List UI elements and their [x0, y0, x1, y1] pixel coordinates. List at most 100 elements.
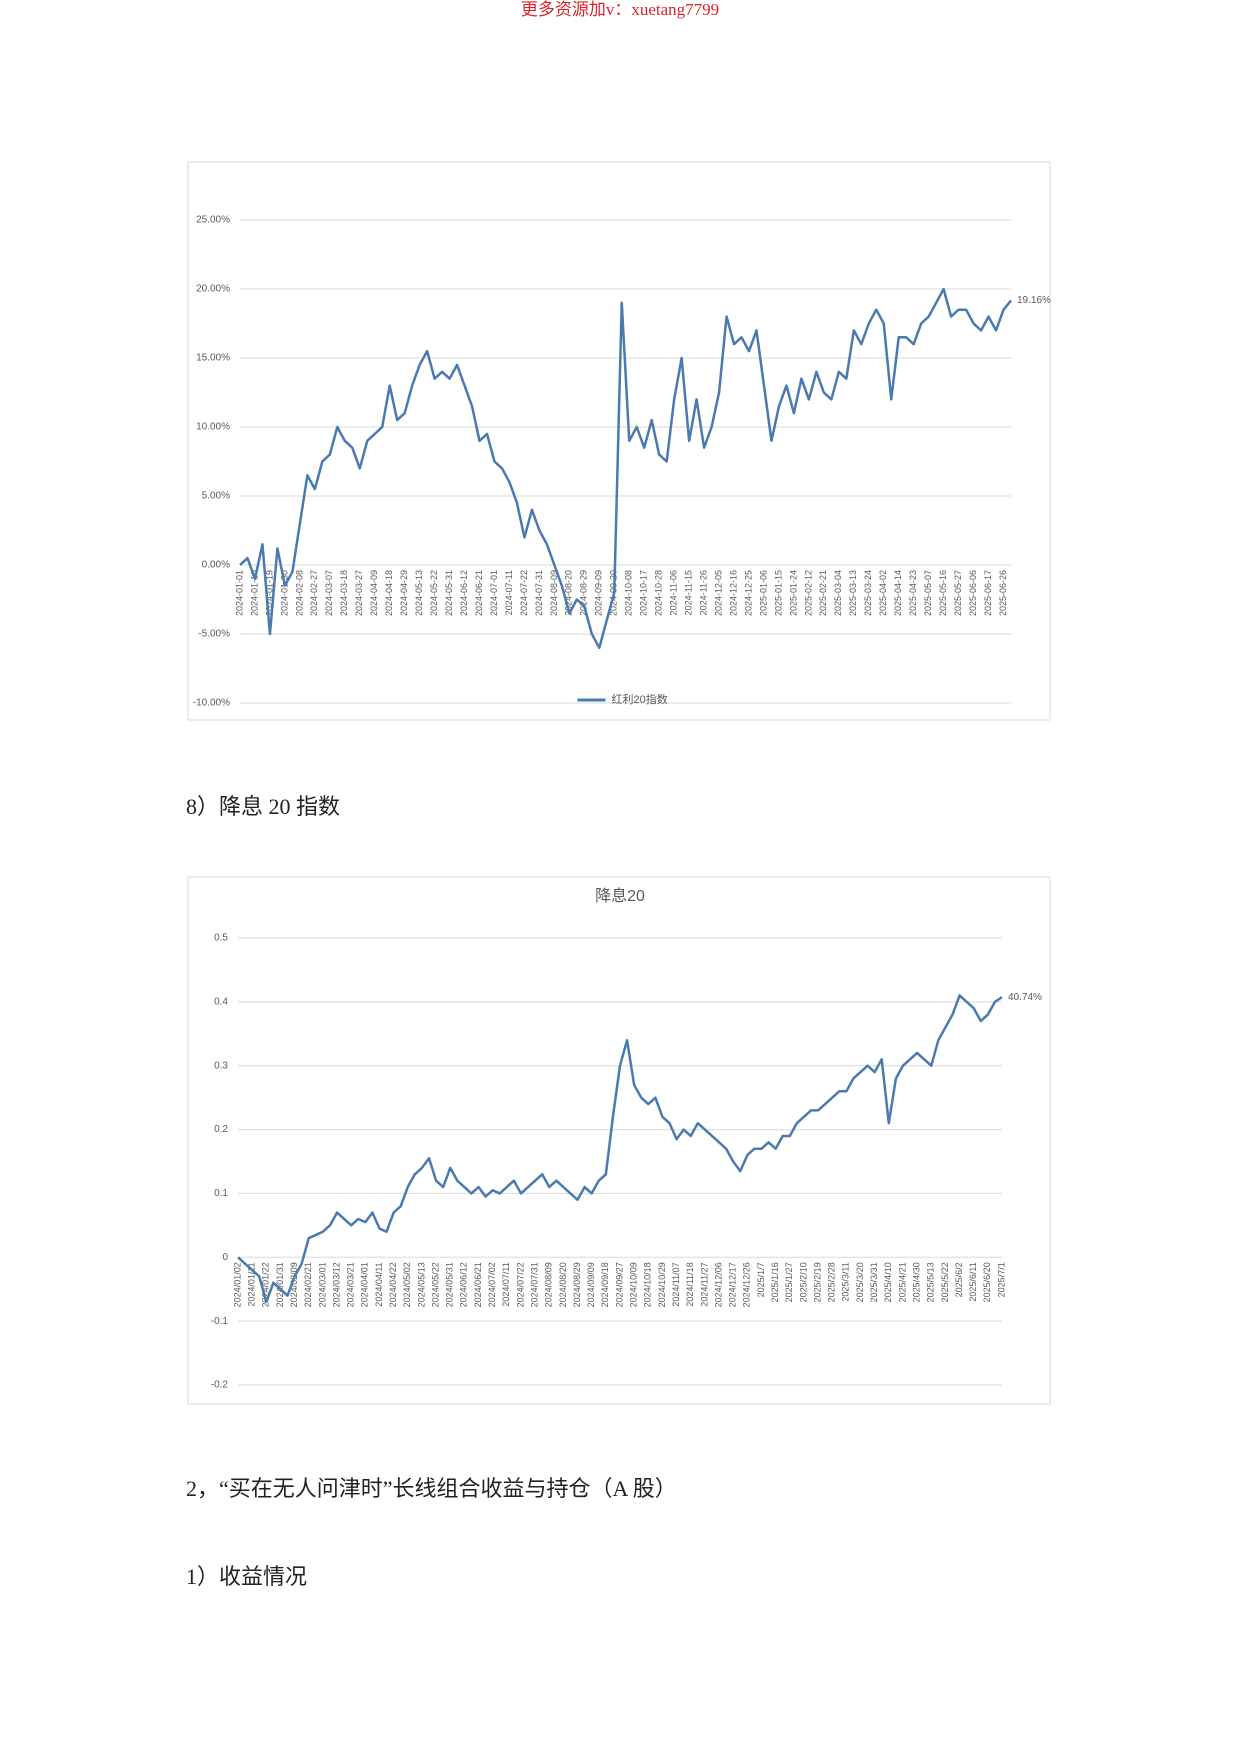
data-line — [239, 287, 1012, 650]
x-tick-label: 2024-07-31 — [534, 570, 544, 616]
x-tick-label: 2025/3/31 — [869, 1262, 879, 1302]
legend-label: 红利20指数 — [612, 692, 668, 706]
x-tick-label: 2024/06/21 — [473, 1262, 483, 1307]
x-tick-label: 2024/09/27 — [614, 1262, 624, 1307]
x-tick-label: 2024/04/11 — [374, 1262, 384, 1306]
data-label: 40.74% — [1008, 992, 1042, 1003]
x-tick-label: 2025/6/20 — [982, 1262, 992, 1302]
y-tick-label: 10.00% — [196, 422, 230, 433]
x-tick-label: 2025-06-17 — [983, 570, 993, 616]
heading: 1）收益情况 — [186, 1564, 307, 1589]
x-tick-label: 2024/01/11 — [247, 1262, 257, 1306]
x-tick-label: 2024-10-28 — [654, 570, 664, 616]
x-tick-label: 2024/01/31 — [275, 1262, 285, 1307]
x-tick-label: 2024-07-22 — [519, 570, 529, 616]
x-tick-label: 2024/10/29 — [657, 1262, 667, 1307]
x-tick-label: 2024-12-05 — [713, 570, 723, 616]
x-tick-label: 2024-01-19 — [264, 570, 274, 616]
x-tick-label: 2025-04-02 — [878, 570, 888, 616]
x-tick-label: 2024-03-27 — [354, 570, 364, 616]
x-tick-label: 2024-03-07 — [324, 570, 334, 616]
x-tick-label: 2024/01/02 — [232, 1262, 242, 1307]
chart-title: 降息20 — [595, 887, 645, 905]
heading: 8）降息 20 指数 — [186, 794, 340, 819]
x-tick-label: 2024/05/02 — [402, 1262, 412, 1307]
y-tick-label: -0.1 — [211, 1316, 229, 1327]
y-tick-label: 0.5 — [214, 933, 228, 944]
x-tick-label: 2025-03-04 — [833, 570, 843, 616]
x-tick-label: 2024/02/09 — [289, 1262, 299, 1307]
y-tick-label: -5.00% — [198, 629, 230, 640]
x-tick-label: 2024-05-22 — [429, 570, 439, 616]
x-tick-label: 2024-06-21 — [474, 570, 484, 616]
x-tick-label: 2024/11/07 — [671, 1262, 681, 1306]
x-tick-label: 2025/1/27 — [784, 1262, 794, 1302]
x-tick-label: 2025-06-06 — [968, 570, 978, 616]
x-tick-label: 2024/09/18 — [600, 1262, 610, 1307]
y-tick-label: 5.00% — [202, 491, 230, 502]
x-tick-label: 2024/08/20 — [558, 1262, 568, 1307]
x-tick-label: 2025-02-21 — [818, 570, 828, 616]
x-tick-label: 2025-01-24 — [788, 570, 798, 616]
x-tick-label: 2024/02/21 — [303, 1262, 313, 1307]
x-tick-label: 2025-04-14 — [893, 570, 903, 616]
x-tick-label: 2024-09-09 — [594, 570, 604, 616]
x-tick-label: 2025-05-07 — [923, 570, 933, 616]
x-tick-label: 2025/2/19 — [812, 1262, 822, 1302]
x-tick-label: 2024-05-13 — [414, 570, 424, 616]
data-line — [237, 994, 1003, 1304]
x-tick-label: 2024-11-06 — [669, 570, 679, 615]
x-tick-label: 2025-05-27 — [953, 570, 963, 616]
x-tick-label: 2024-07-11 — [504, 570, 514, 615]
x-tick-label: 2025/5/22 — [940, 1262, 950, 1302]
x-tick-label: 2024-11-15 — [684, 570, 694, 615]
x-tick-label: 2025-01-06 — [758, 570, 768, 616]
heading: 2，“买在无人问津时”长线组合收益与持仓（A 股） — [186, 1476, 677, 1501]
x-tick-label: 2024/07/02 — [487, 1262, 497, 1307]
x-tick-label: 2024/03/21 — [346, 1262, 356, 1307]
x-tick-label: 2024/09/09 — [586, 1262, 596, 1307]
x-tick-label: 2024/10/18 — [643, 1262, 653, 1307]
x-tick-label: 2024/08/09 — [544, 1262, 554, 1307]
x-tick-label: 2025/4/30 — [911, 1262, 921, 1302]
x-tick-label: 2024-02-27 — [309, 570, 319, 616]
x-tick-label: 2024-02-08 — [294, 570, 304, 616]
x-tick-label: 2025/4/10 — [883, 1262, 893, 1302]
x-tick-label: 2024-05-31 — [444, 570, 454, 616]
x-tick-label: 2024-01-30 — [279, 570, 289, 616]
x-tick-label: 2024-10-17 — [639, 570, 649, 616]
x-tick-label: 2024/12/17 — [728, 1262, 738, 1307]
x-tick-label: 2024/04/22 — [388, 1262, 398, 1307]
x-tick-label: 2025-01-15 — [773, 570, 783, 616]
y-tick-label: 25.00% — [196, 215, 230, 226]
x-tick-label: 2024/08/29 — [572, 1262, 582, 1307]
x-tick-label: 2024-08-29 — [579, 570, 589, 616]
x-tick-label: 2025-05-16 — [938, 570, 948, 616]
y-tick-label: -0.2 — [211, 1380, 229, 1391]
x-tick-label: 2024/10/09 — [629, 1262, 639, 1307]
x-tick-label: 2024/07/31 — [529, 1262, 539, 1307]
y-tick-label: -10.00% — [193, 698, 230, 709]
x-tick-label: 2025/3/11 — [841, 1262, 851, 1301]
y-tick-label: 0.1 — [214, 1188, 228, 1199]
x-tick-label: 2024/11/18 — [685, 1262, 695, 1306]
chart-frame — [187, 876, 1051, 1405]
x-tick-label: 2025/3/20 — [855, 1262, 865, 1302]
x-tick-label: 2024/06/12 — [459, 1262, 469, 1307]
y-tick-label: 0.2 — [214, 1124, 228, 1135]
x-tick-label: 2025/5/13 — [926, 1262, 936, 1302]
data-label: 19.16% — [1017, 295, 1051, 306]
x-tick-label: 2024-04-09 — [369, 570, 379, 616]
x-tick-label: 2025/2/28 — [827, 1262, 837, 1302]
x-tick-label: 2025-04-23 — [908, 570, 918, 616]
x-tick-label: 2024-11-26 — [698, 570, 708, 615]
x-tick-label: 2024-12-25 — [743, 570, 753, 616]
y-tick-label: 0.00% — [202, 560, 230, 571]
x-tick-label: 2024-04-29 — [399, 570, 409, 616]
x-tick-label: 2024-01-01 — [234, 570, 244, 616]
x-tick-label: 2024/05/13 — [416, 1262, 426, 1307]
y-tick-label: 0.4 — [214, 996, 228, 1007]
x-tick-label: 2024/07/22 — [515, 1262, 525, 1307]
